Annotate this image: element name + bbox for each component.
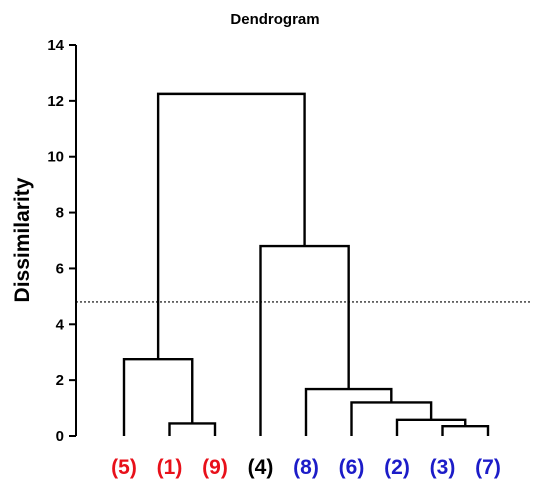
leaf-label: (3): [430, 456, 456, 479]
y-tick-label: 6: [56, 260, 64, 277]
dendrogram-link: [156, 92, 306, 360]
y-tick-label: 10: [47, 149, 64, 166]
leaf-label: (5): [111, 456, 137, 479]
dendrogram-links: [122, 92, 490, 436]
y-tick-label: 8: [56, 205, 64, 222]
leaf-label: (8): [293, 456, 319, 479]
y-tick-label: 4: [56, 316, 65, 333]
dendrogram-link: [259, 244, 350, 436]
y-tick-label: 14: [47, 37, 64, 54]
chart-title: Dendrogram: [230, 11, 319, 28]
y-tick-label: 12: [47, 93, 64, 110]
leaf-label: (7): [475, 456, 501, 479]
leaf-label: (4): [248, 456, 274, 479]
dendrogram-link: [168, 422, 217, 436]
y-axis-label: Dissimilarity: [11, 177, 34, 302]
leaf-label: (1): [157, 456, 183, 479]
leaf-label: (2): [384, 456, 410, 479]
dendrogram-link: [350, 401, 433, 436]
y-axis-ticks: 0 2 4 6 8 10 12 14: [47, 37, 76, 445]
y-tick-label: 2: [56, 372, 64, 389]
leaf-label: (9): [202, 456, 228, 479]
leaf-labels: (5) (1) (9) (4) (8) (6) (2) (3) (7): [111, 456, 501, 479]
dendrogram-link: [304, 387, 393, 436]
dendrogram-link: [395, 418, 467, 436]
y-tick-label: 0: [56, 428, 64, 445]
dendrogram-link: [441, 425, 490, 436]
leaf-label: (6): [339, 456, 365, 479]
